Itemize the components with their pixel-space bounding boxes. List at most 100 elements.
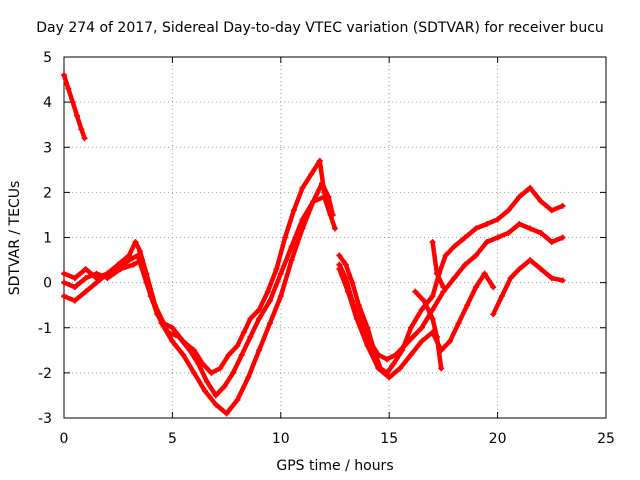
data-point-marker xyxy=(464,302,471,309)
grid xyxy=(64,57,606,418)
data-point-marker xyxy=(494,234,501,241)
data-point-marker xyxy=(230,369,237,376)
x-tick-label: 10 xyxy=(272,431,290,447)
data-point-marker xyxy=(451,243,458,250)
data-point-marker xyxy=(93,270,100,277)
data-point-marker xyxy=(175,333,182,340)
data-point-marker xyxy=(420,297,427,304)
x-axis-label: GPS time / hours xyxy=(276,458,393,474)
data-point-marker xyxy=(277,270,284,277)
series-arc-i xyxy=(491,257,565,317)
y-tick-label: -2 xyxy=(38,366,52,382)
data-point-marker xyxy=(288,243,295,250)
data-point-marker xyxy=(401,342,408,349)
data-point-marker xyxy=(537,229,544,236)
data-point-marker xyxy=(386,374,393,381)
data-point-marker xyxy=(195,360,202,367)
series-arc-a xyxy=(61,158,333,376)
data-point-marker xyxy=(336,252,343,259)
data-point-marker xyxy=(61,72,67,79)
plot-frame xyxy=(63,56,607,419)
series-arc-d xyxy=(337,185,565,376)
data-point-marker xyxy=(217,365,224,372)
y-tick-label: -1 xyxy=(38,321,52,337)
series-arc-e xyxy=(337,221,565,362)
data-point-marker xyxy=(494,216,501,223)
data-point-marker xyxy=(277,293,284,300)
data-point-marker xyxy=(336,266,343,273)
data-point-marker xyxy=(234,342,241,349)
data-point-marker xyxy=(186,347,193,354)
data-point-marker xyxy=(498,293,505,300)
data-point-marker xyxy=(238,351,245,358)
data-point-marker xyxy=(440,284,447,291)
data-point-marker xyxy=(212,392,219,399)
data-point-marker xyxy=(527,184,534,191)
data-point-marker xyxy=(212,401,219,408)
data-point-marker xyxy=(318,180,325,187)
data-point-marker xyxy=(429,315,436,322)
data-point-marker xyxy=(208,369,215,376)
y-axis-label: SDTVAR / TECUs xyxy=(7,181,23,296)
data-point-marker xyxy=(247,315,254,322)
data-point-marker xyxy=(548,275,555,282)
data-point-marker xyxy=(559,202,566,209)
data-point-marker xyxy=(390,360,397,367)
data-point-marker xyxy=(483,220,490,227)
data-point-marker xyxy=(71,284,78,291)
data-point-marker xyxy=(410,333,417,340)
data-point-marker xyxy=(256,306,263,313)
data-point-marker xyxy=(93,279,100,286)
series-arc-c xyxy=(61,194,338,416)
data-point-marker xyxy=(418,306,425,313)
data-point-marker xyxy=(429,239,436,246)
data-point-marker xyxy=(61,270,67,277)
x-tick-label: 25 xyxy=(597,431,615,447)
data-point-marker xyxy=(299,184,306,191)
data-point-marker xyxy=(78,126,85,133)
data-point-marker xyxy=(418,338,425,345)
data-point-marker xyxy=(527,257,534,264)
y-tick-label: -3 xyxy=(38,411,52,427)
data-point-marker xyxy=(392,351,399,358)
data-point-marker xyxy=(81,135,88,142)
data-point-marker xyxy=(74,112,81,119)
data-point-marker xyxy=(65,85,72,92)
data-point-marker xyxy=(273,266,280,273)
data-point-marker xyxy=(375,365,382,372)
data-point-marker xyxy=(71,297,78,304)
chart-title: Day 274 of 2017, Sidereal Day-to-day VTE… xyxy=(36,20,604,36)
data-point-marker xyxy=(507,275,514,282)
data-point-marker xyxy=(490,311,497,318)
data-point-marker xyxy=(548,239,555,246)
data-point-marker xyxy=(132,239,139,246)
data-point-marker xyxy=(472,284,479,291)
y-tick-label: 1 xyxy=(43,231,52,247)
data-point-marker xyxy=(158,320,165,327)
data-point-marker xyxy=(104,275,111,282)
data-point-marker xyxy=(290,207,297,214)
y-tick-label: 3 xyxy=(43,140,52,156)
data-point-marker xyxy=(169,338,176,345)
data-point-marker xyxy=(61,279,67,286)
data-point-marker xyxy=(472,252,479,259)
data-point-marker xyxy=(245,374,252,381)
data-point-marker xyxy=(332,225,338,232)
data-point-marker xyxy=(147,293,154,300)
data-point-marker xyxy=(139,257,146,264)
data-point-marker xyxy=(559,234,566,241)
data-series xyxy=(61,72,566,417)
data-point-marker xyxy=(384,356,391,363)
data-point-marker xyxy=(505,229,512,236)
data-point-marker xyxy=(256,315,263,322)
data-point-marker xyxy=(256,347,263,354)
data-point-marker xyxy=(516,266,523,273)
data-point-marker xyxy=(61,293,67,300)
data-point-marker xyxy=(117,266,124,273)
data-point-marker xyxy=(266,320,273,327)
data-point-marker xyxy=(397,365,404,372)
data-point-marker xyxy=(71,275,78,282)
data-point-marker xyxy=(483,239,490,246)
x-tick-label: 5 xyxy=(168,431,177,447)
